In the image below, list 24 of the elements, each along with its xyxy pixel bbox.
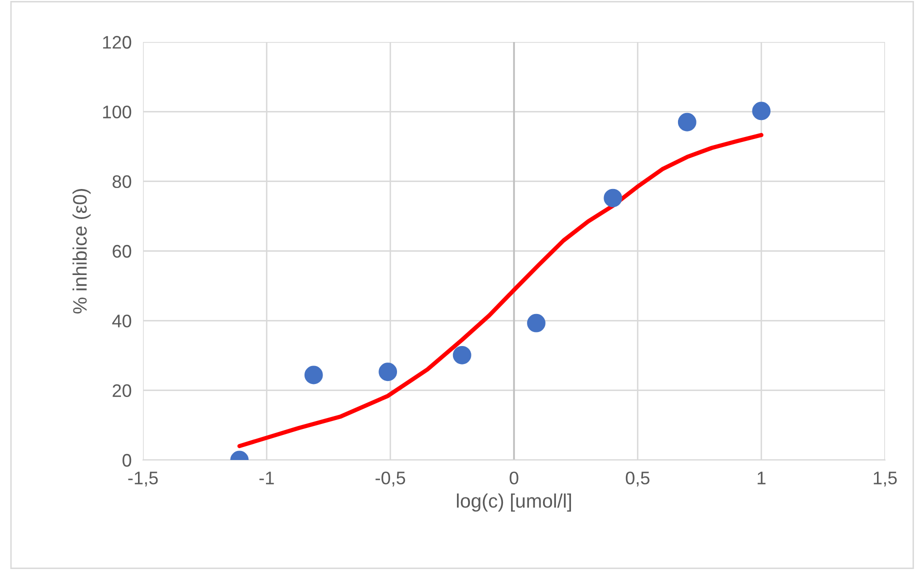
x-tick-label: 0 — [510, 472, 518, 484]
point — [752, 102, 771, 120]
y-tick-label: 40 — [112, 314, 132, 328]
point — [527, 314, 546, 332]
x-tick-label: 0,5 — [626, 472, 650, 487]
point — [604, 188, 622, 208]
x-tick-label: 1 — [758, 472, 766, 484]
x-tick-label: -1 — [259, 472, 274, 484]
line-series — [237, 132, 764, 448]
y-axis-title: % inhibice (ε0) — [72, 188, 91, 314]
point — [678, 112, 696, 132]
x-axis-title: log(c) [umol/l] — [456, 494, 571, 512]
y-tick-label: 120 — [103, 36, 132, 49]
y-tick-label: 80 — [112, 175, 132, 188]
y-tick-label: 0 — [122, 454, 132, 467]
y-tick-label: 100 — [103, 106, 132, 118]
point — [304, 366, 323, 384]
y-tick-label: 60 — [112, 244, 132, 258]
x-tick-label: -1,5 — [128, 472, 158, 487]
x-tick-label: -0,5 — [376, 472, 406, 487]
x-tick-label: 1,5 — [874, 472, 897, 487]
y-tick-label: 20 — [112, 384, 132, 398]
point — [378, 362, 398, 382]
point — [452, 346, 472, 364]
